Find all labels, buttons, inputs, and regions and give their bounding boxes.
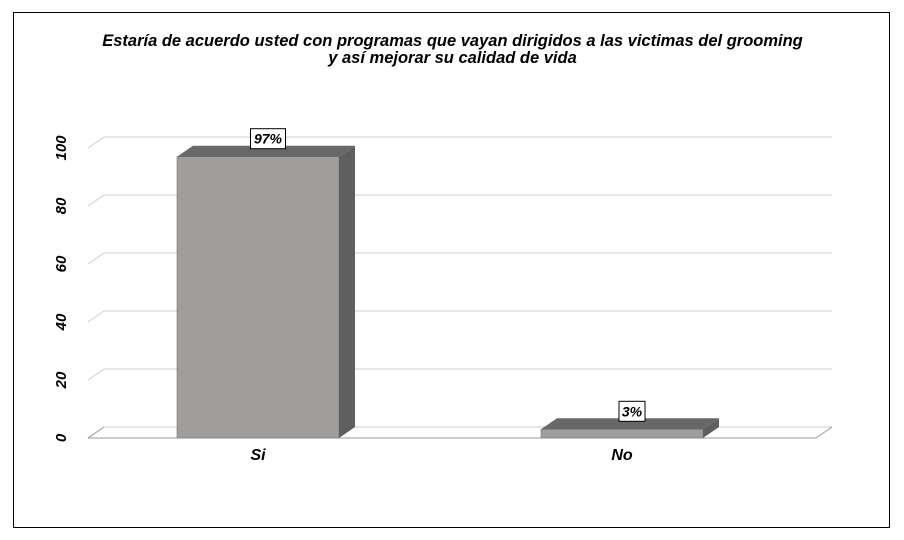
x-tick-label: No [611, 447, 633, 464]
x-tick-label: Si [250, 447, 266, 464]
y-tick-label: 20 [53, 371, 70, 389]
data-label-box [250, 128, 286, 150]
y-tick-label: 100 [53, 135, 70, 161]
y-tick-label: 60 [53, 255, 70, 272]
chart-title-line-2: y así mejorar su calidad de vida [328, 49, 577, 67]
y-tick-label: 80 [53, 197, 70, 214]
chart-title: Estaría de acuerdo usted con programas q… [14, 33, 891, 67]
bar [176, 156, 340, 439]
data-label: 97% [254, 131, 283, 147]
bar-chart: 0 20 40 60 80 100 97% Si 3% No [53, 128, 833, 464]
gridline-side [87, 310, 105, 323]
bar-side [339, 145, 355, 438]
bar-side [703, 418, 719, 438]
data-label-box [618, 400, 646, 422]
gridline-side [87, 368, 105, 381]
gridline-side [87, 252, 105, 265]
y-tick-label: 40 [53, 313, 70, 331]
chart-frame: Estaría de acuerdo usted con programas q… [13, 12, 890, 528]
gridline-side [87, 194, 105, 207]
y-tick-label: 0 [53, 433, 70, 442]
chart-title-line-1: Estaría de acuerdo usted con programas q… [102, 32, 803, 50]
data-label: 3% [622, 403, 643, 419]
floor-edge [87, 426, 105, 439]
bar [540, 428, 704, 439]
gridline-side [87, 136, 105, 149]
floor-edge [815, 426, 833, 439]
bar-top [177, 145, 355, 157]
bar-top [541, 418, 719, 430]
